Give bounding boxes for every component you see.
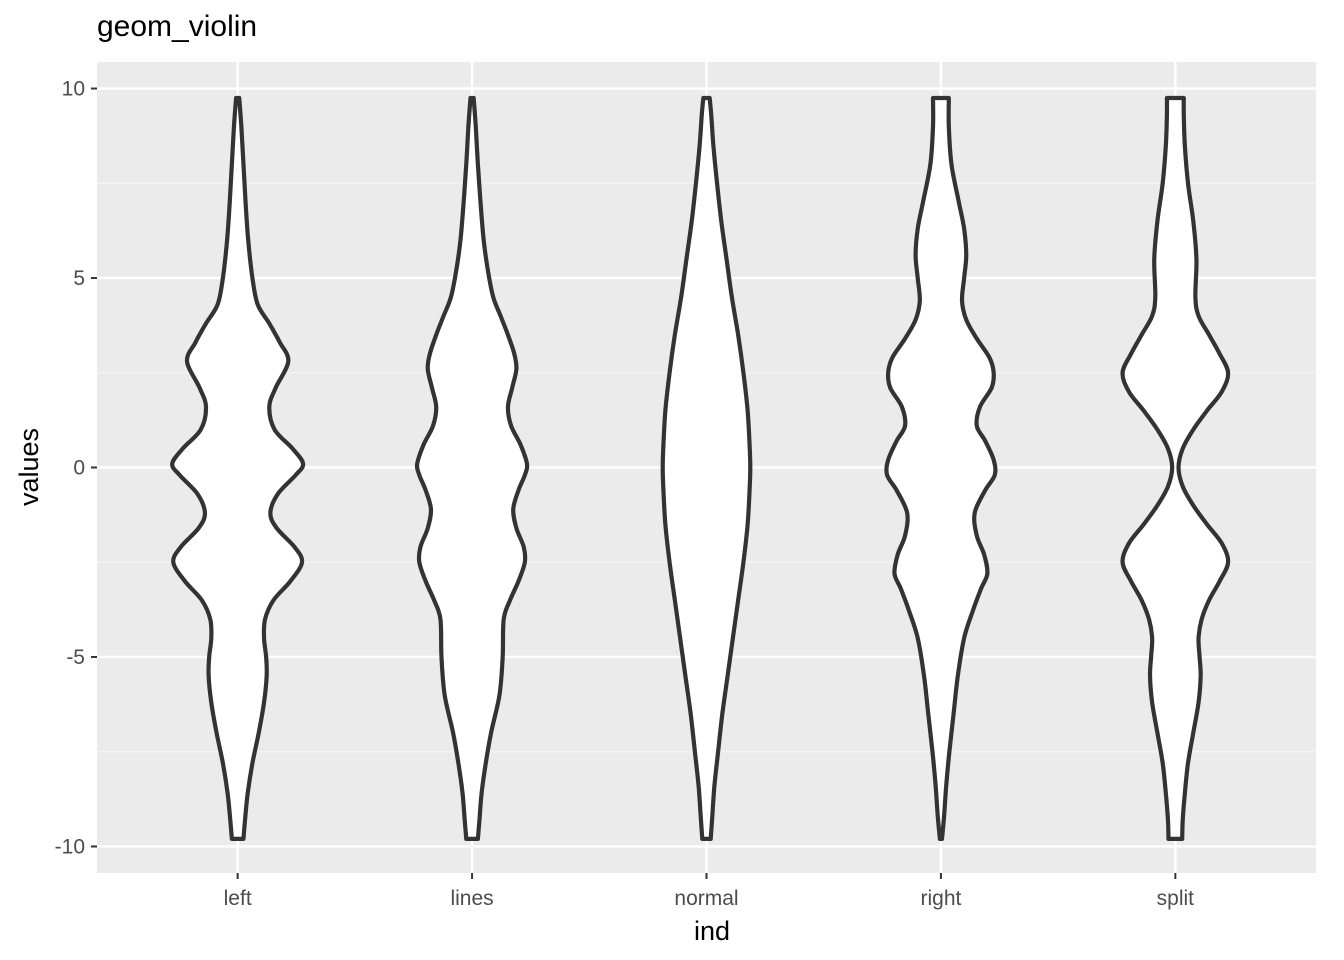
y-axis: -10 -5 0 5 10: [55, 78, 97, 858]
x-tick-label-normal: normal: [674, 887, 738, 910]
y-tick-label: -5: [66, 646, 85, 669]
x-axis: left lines normal right split: [224, 873, 1195, 910]
x-tick-label-left: left: [224, 887, 252, 910]
y-axis-title: values: [14, 428, 44, 506]
violin-left: [170, 95, 306, 841]
y-tick-label: 10: [62, 78, 85, 101]
x-tick-label-right: right: [920, 887, 961, 910]
y-tick-label: 0: [73, 457, 85, 480]
violin-lines: [414, 95, 530, 841]
violins: [170, 95, 1231, 841]
x-axis-title: ind: [694, 916, 730, 946]
x-tick-label-lines: lines: [450, 887, 493, 910]
x-tick-label-split: split: [1157, 887, 1195, 910]
chart-title: geom_violin: [97, 10, 258, 43]
violin-split: [1120, 95, 1231, 841]
y-tick-label: 5: [73, 267, 85, 290]
violin-right: [884, 95, 998, 841]
violin-normal: [660, 95, 753, 841]
y-tick-label: -10: [55, 835, 85, 858]
